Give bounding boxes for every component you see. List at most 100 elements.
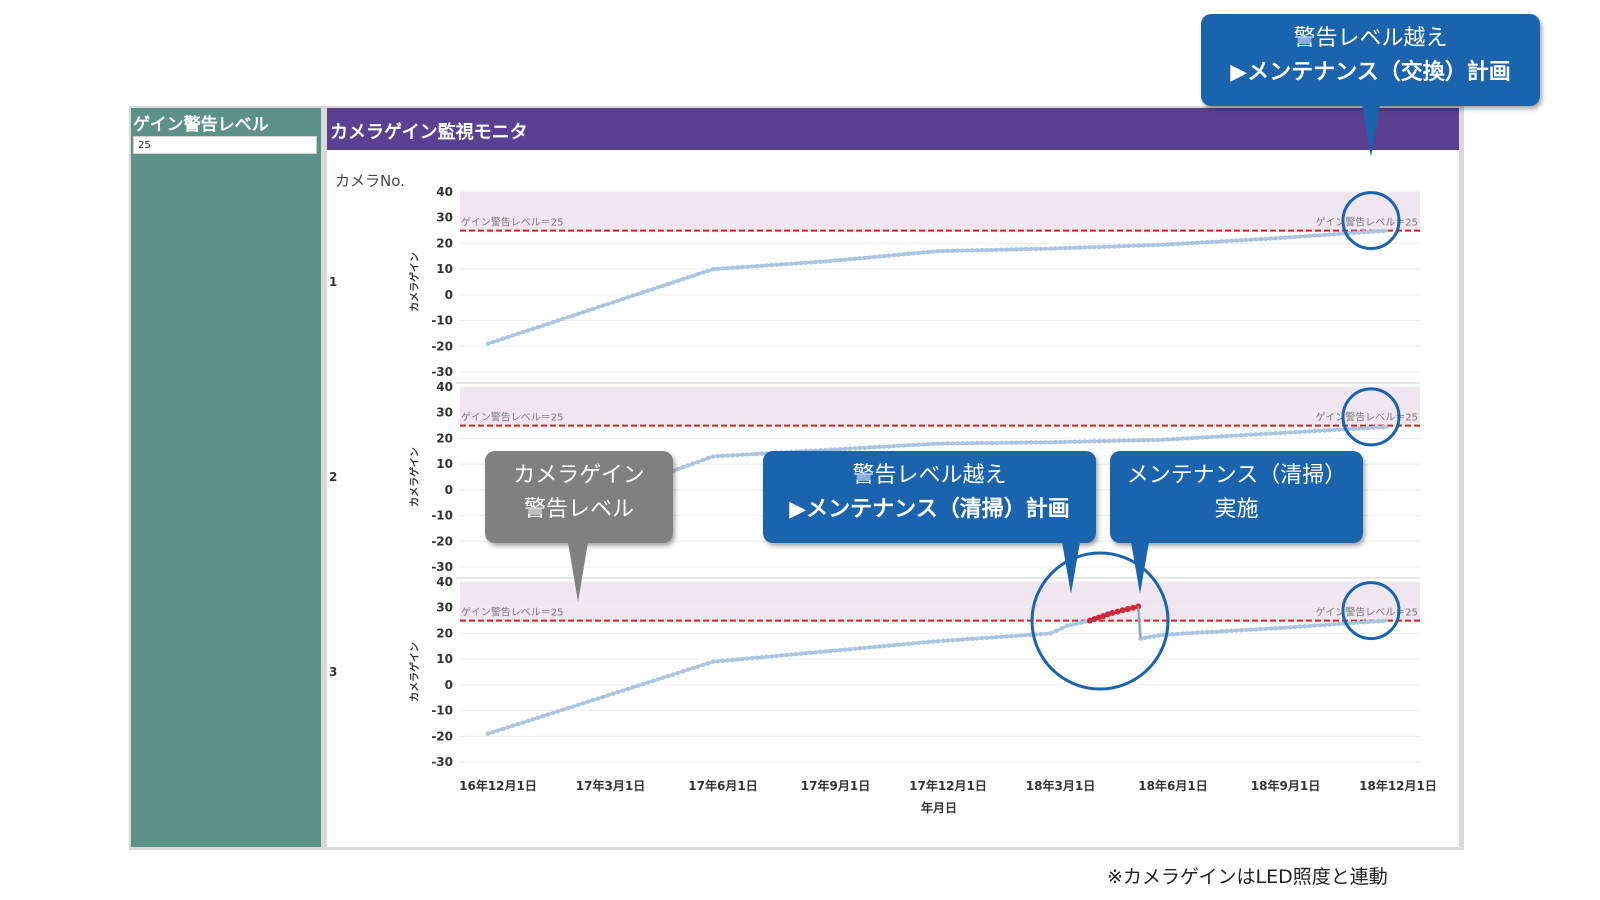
data-marker — [510, 333, 516, 338]
data-marker — [1297, 234, 1303, 239]
data-marker — [1160, 437, 1166, 442]
data-marker — [901, 443, 906, 448]
data-marker — [955, 441, 960, 446]
data-marker — [1180, 436, 1185, 441]
data-marker — [725, 453, 730, 458]
data-marker — [1077, 439, 1083, 444]
data-marker — [1361, 620, 1366, 625]
data-marker — [906, 443, 911, 448]
data-marker — [1121, 438, 1127, 443]
data-marker — [1062, 439, 1068, 445]
data-marker — [1087, 439, 1092, 444]
data-marker — [1180, 631, 1185, 636]
data-marker — [921, 640, 926, 645]
data-marker — [1356, 620, 1361, 625]
data-marker — [1219, 239, 1224, 244]
data-marker — [1327, 622, 1332, 627]
chart-panel-1: 40 30 20 10 0 -10 -20 -30 カメラゲイン 1 ゲイン警告レベル＝25 ゲイン警… — [329, 185, 1420, 379]
callout-done-line1: メンテナンス（清掃） — [1126, 463, 1347, 488]
y-tick-label: -10 — [431, 314, 453, 328]
data-marker — [635, 683, 641, 688]
data-marker — [740, 656, 745, 662]
data-marker — [769, 262, 774, 268]
gain-level-input[interactable]: 25 — [133, 136, 317, 154]
data-marker — [1185, 436, 1190, 441]
data-marker — [700, 662, 706, 668]
data-marker — [1146, 243, 1151, 248]
data-marker — [1175, 436, 1180, 442]
data-marker — [1336, 621, 1342, 627]
y-tick-label: 40 — [436, 575, 453, 589]
data-marker — [615, 298, 621, 303]
y-tick-label: -30 — [431, 365, 453, 379]
data-marker — [705, 268, 711, 273]
data-marker — [989, 635, 995, 640]
data-marker — [715, 659, 721, 664]
data-marker — [1224, 628, 1229, 634]
data-marker — [1116, 438, 1122, 443]
data-marker — [1072, 245, 1078, 250]
data-marker — [867, 445, 872, 450]
data-marker — [808, 260, 814, 265]
data-marker — [710, 266, 716, 272]
data-marker — [1366, 619, 1371, 625]
data-marker — [877, 644, 882, 649]
data-marker — [1322, 428, 1327, 433]
data-marker — [852, 256, 858, 261]
y-tick-label: -30 — [431, 560, 453, 574]
data-marker — [620, 688, 626, 693]
data-marker — [833, 648, 838, 653]
data-marker — [485, 731, 491, 736]
data-marker — [784, 652, 789, 658]
data-marker — [490, 339, 496, 345]
data-marker — [720, 266, 725, 271]
data-marker — [984, 440, 990, 446]
data-marker — [1214, 239, 1220, 244]
data-marker — [635, 291, 641, 297]
data-marker — [700, 270, 706, 275]
data-marker — [1038, 246, 1043, 251]
data-marker — [950, 637, 955, 643]
x-tick-label: 18年12月1日 — [1359, 778, 1437, 793]
camera-number: 2 — [329, 470, 337, 484]
data-marker — [1302, 429, 1308, 434]
data-marker — [940, 441, 946, 446]
exceed-marker — [1104, 611, 1111, 618]
exceed-marker — [1114, 608, 1121, 615]
data-marker — [630, 293, 636, 298]
data-marker — [1204, 434, 1210, 440]
exceed-marker — [1086, 617, 1093, 624]
x-tick-label: 17年3月1日 — [576, 778, 645, 793]
data-marker — [1248, 627, 1254, 632]
data-marker — [735, 657, 740, 662]
data-marker — [1292, 624, 1298, 630]
data-marker — [720, 658, 725, 664]
data-marker — [1356, 426, 1361, 431]
data-marker — [945, 638, 950, 643]
data-marker — [1234, 433, 1239, 438]
data-marker — [1307, 233, 1312, 239]
data-marker — [1106, 244, 1112, 249]
data-marker — [515, 331, 521, 336]
data-marker — [872, 644, 877, 650]
data-marker — [1380, 618, 1386, 624]
data-marker — [833, 258, 838, 263]
data-marker — [1292, 429, 1298, 435]
data-marker — [1322, 232, 1327, 238]
data-marker — [690, 461, 696, 466]
data-marker — [730, 657, 735, 663]
y-tick-label: -10 — [431, 704, 453, 718]
data-marker — [1175, 241, 1180, 247]
data-marker — [665, 673, 671, 679]
data-marker — [565, 315, 571, 320]
warning-label-left: ゲイン警告レベル＝25 — [461, 606, 564, 619]
data-marker — [500, 726, 506, 732]
data-marker — [710, 454, 716, 459]
data-marker — [565, 705, 571, 711]
data-marker — [970, 248, 975, 253]
data-marker — [1292, 234, 1298, 240]
data-marker — [1273, 236, 1278, 241]
data-marker — [1155, 242, 1161, 248]
warning-label-right: ゲイン警告レベル＝25 — [1315, 216, 1418, 229]
data-marker — [610, 300, 616, 305]
